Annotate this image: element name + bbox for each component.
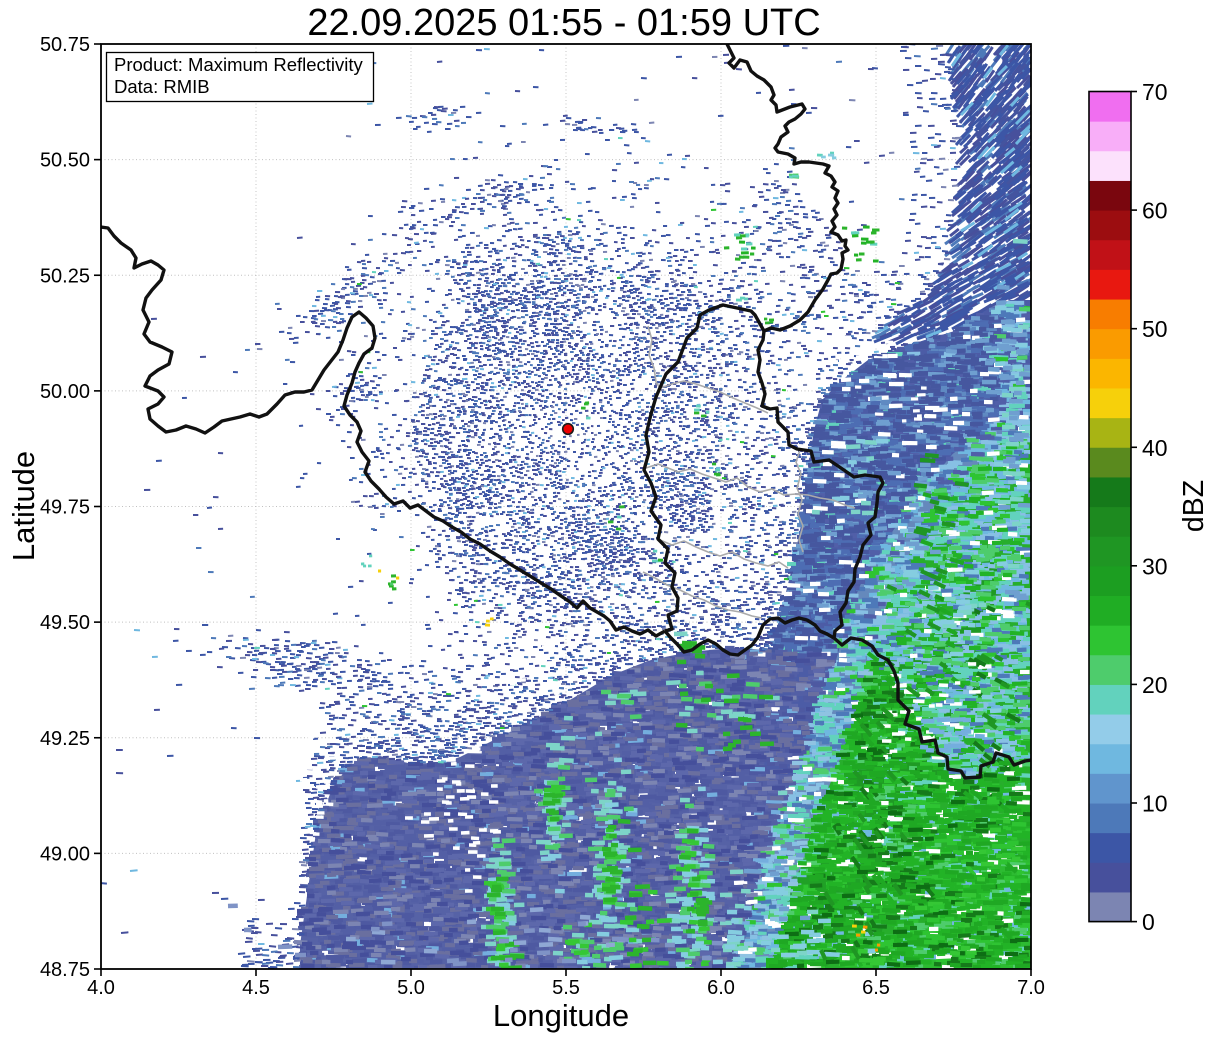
svg-text:50.25: 50.25 [40,265,90,287]
svg-text:49.75: 49.75 [40,497,90,519]
svg-text:50: 50 [1142,316,1168,342]
svg-text:Product: Maximum Reflectivity: Product: Maximum Reflectivity [114,54,364,75]
svg-text:Latitude: Latitude [6,451,41,561]
svg-text:49.00: 49.00 [40,843,90,865]
svg-text:49.50: 49.50 [40,612,90,634]
svg-text:10: 10 [1142,791,1168,817]
svg-text:dBZ: dBZ [1178,480,1210,532]
svg-text:48.75: 48.75 [40,959,90,981]
svg-text:49.25: 49.25 [40,728,90,750]
svg-text:50.00: 50.00 [40,381,90,403]
svg-text:4.5: 4.5 [242,977,270,999]
svg-text:40: 40 [1142,435,1168,461]
svg-text:22.09.2025 01:55 - 01:59 UTC: 22.09.2025 01:55 - 01:59 UTC [307,2,820,44]
svg-text:0: 0 [1142,909,1155,935]
svg-text:7.0: 7.0 [1017,977,1045,999]
svg-text:30: 30 [1142,553,1168,579]
svg-text:50.50: 50.50 [40,150,90,172]
svg-text:70: 70 [1142,79,1168,105]
svg-text:20: 20 [1142,672,1168,698]
svg-text:6.5: 6.5 [862,977,890,999]
svg-text:Data: RMIB: Data: RMIB [114,76,210,97]
svg-text:60: 60 [1142,198,1168,224]
svg-text:6.0: 6.0 [707,977,735,999]
svg-text:Longitude: Longitude [493,998,629,1033]
svg-text:50.75: 50.75 [40,34,90,56]
svg-text:5.5: 5.5 [552,977,580,999]
svg-text:5.0: 5.0 [397,977,425,999]
svg-text:4.0: 4.0 [87,977,115,999]
